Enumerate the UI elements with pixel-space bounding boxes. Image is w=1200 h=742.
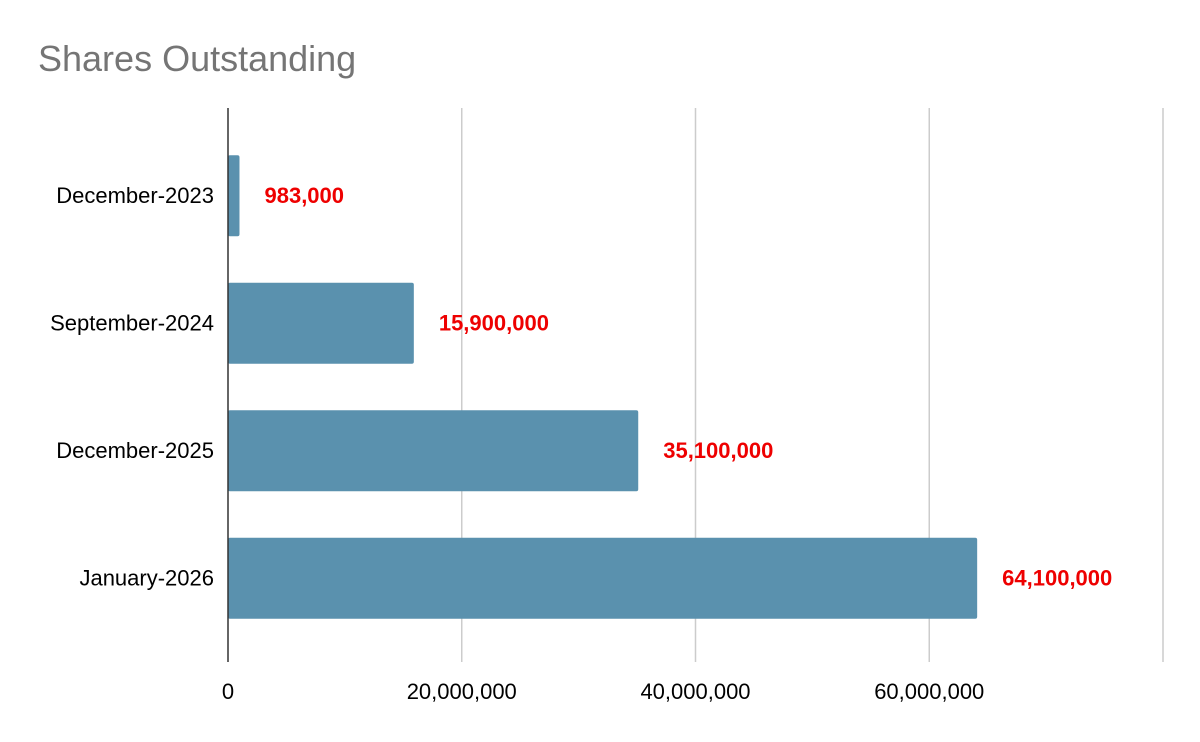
x-tick-label: 20,000,000 — [407, 679, 517, 704]
category-label: December-2023 — [56, 183, 214, 208]
bar — [228, 282, 414, 364]
data-label: 35,100,000 — [663, 438, 773, 463]
bar — [228, 410, 639, 492]
data-label: 983,000 — [264, 183, 344, 208]
x-tick-label: 40,000,000 — [640, 679, 750, 704]
data-label: 64,100,000 — [1002, 565, 1112, 590]
chart-title: Shares Outstanding — [38, 38, 357, 79]
x-tick-label: 0 — [222, 679, 234, 704]
category-label: January-2026 — [79, 565, 214, 590]
bar — [228, 537, 978, 619]
bar — [228, 155, 240, 237]
category-label: December-2025 — [56, 438, 214, 463]
category-label: September-2024 — [50, 310, 214, 335]
x-tick-label: 60,000,000 — [874, 679, 984, 704]
data-label: 15,900,000 — [439, 310, 549, 335]
